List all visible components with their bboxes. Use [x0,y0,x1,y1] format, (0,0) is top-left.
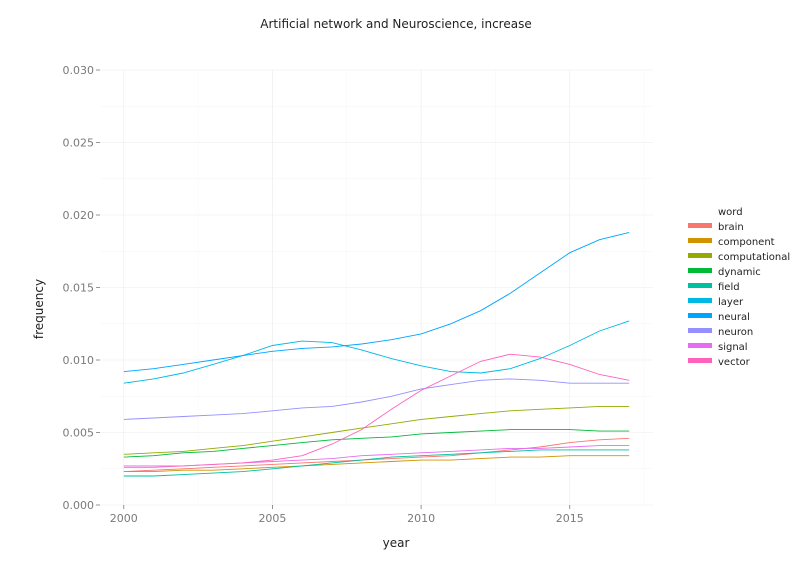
y-tick-label: 0.020 [63,209,95,222]
y-tick-label: 0.030 [63,64,95,77]
series-line-neural [123,231,630,373]
series-line-computational [123,405,630,455]
legend-swatch-neural [688,313,712,318]
legend-swatch-dynamic [688,268,712,273]
legend-label-field: field [718,282,740,293]
legend-swatch-field [688,283,712,288]
series-line-vector [123,353,630,468]
legend-swatch-vector [688,358,712,363]
x-tick-label: 2010 [407,512,435,525]
series-line-field [123,449,630,477]
legend-label-component: component [718,237,775,248]
legend-swatch-layer [688,298,712,303]
plot-grid [100,69,653,506]
chart-title: Artificial network and Neuroscience, inc… [260,17,531,31]
legend-label-dynamic: dynamic [718,267,761,278]
legend-swatch-component [688,238,712,243]
legend-swatch-brain [688,223,712,228]
legend-title: word [718,207,743,218]
series-line-signal [123,445,630,467]
y-tick-label: 0.005 [63,427,95,440]
series-line-layer [123,320,630,384]
plot-axes: 0.000 0.005 0.010 0.015 0.020 0.025 0.030 2000 2… [63,64,584,525]
series-line-neuron [123,378,630,420]
y-tick-label: 0.010 [63,354,95,367]
series-line-brain [123,437,630,473]
x-tick-label: 2000 [110,512,138,525]
legend: word brain component computational dynamic f… [688,207,790,368]
y-axis-title: frequency [32,279,46,339]
y-tick-label: 0.025 [63,137,95,150]
legend-label-computational: computational [718,252,790,263]
legend-label-vector: vector [718,357,751,368]
legend-swatch-signal [688,343,712,348]
legend-label-neuron: neuron [718,327,753,338]
legend-label-signal: signal [718,342,748,353]
legend-label-layer: layer [718,297,744,308]
legend-swatch-computational [688,253,712,258]
x-tick-label: 2005 [258,512,286,525]
legend-label-neural: neural [718,312,750,323]
plot-series [123,231,630,477]
x-axis-title: year [383,536,410,550]
y-tick-label: 0.000 [63,499,95,512]
x-tick-label: 2015 [556,512,584,525]
legend-label-brain: brain [718,222,744,233]
series-line-dynamic [123,429,630,458]
series-line-component [123,455,630,473]
y-tick-label: 0.015 [63,282,95,295]
legend-swatch-neuron [688,328,712,333]
